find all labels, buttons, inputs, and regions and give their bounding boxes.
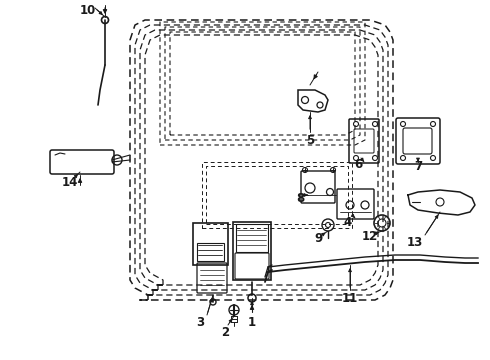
- Text: 12: 12: [362, 230, 378, 243]
- Text: 6: 6: [354, 158, 362, 171]
- Text: 10: 10: [80, 4, 96, 17]
- Text: 1: 1: [248, 315, 256, 328]
- Text: 5: 5: [306, 134, 314, 147]
- Text: 7: 7: [414, 161, 422, 174]
- Text: 2: 2: [221, 325, 229, 338]
- Text: 3: 3: [196, 315, 204, 328]
- Text: 11: 11: [342, 292, 358, 305]
- Text: 14: 14: [62, 175, 78, 189]
- Text: 4: 4: [344, 216, 352, 229]
- Text: 13: 13: [407, 235, 423, 248]
- Text: 9: 9: [314, 231, 322, 244]
- Text: 8: 8: [296, 192, 304, 204]
